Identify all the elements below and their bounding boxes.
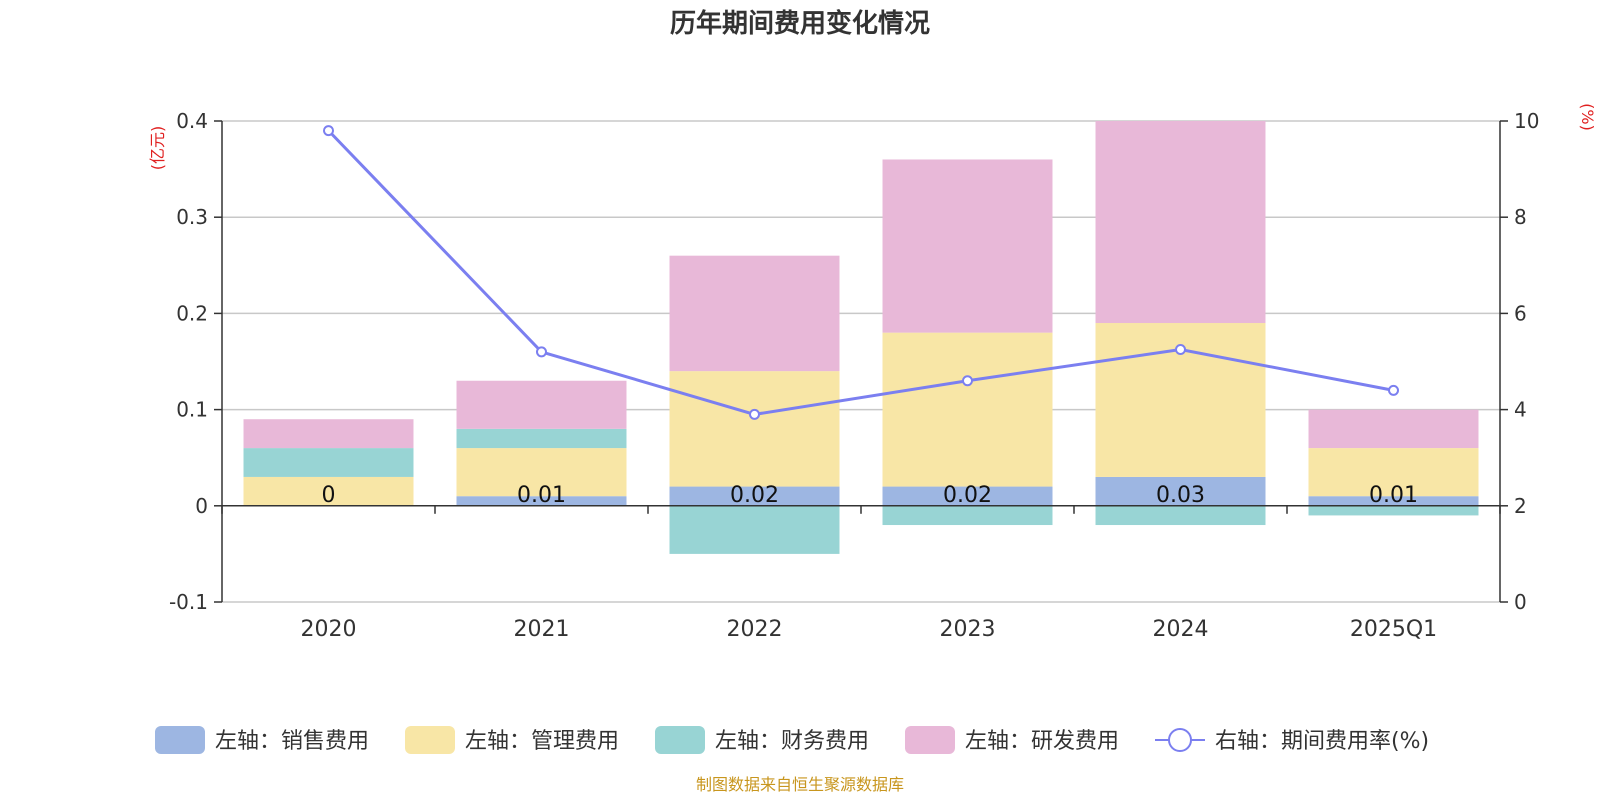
rate-point bbox=[1388, 384, 1399, 396]
sales-value-label: 0 bbox=[322, 483, 336, 508]
left-tick-label: 0.2 bbox=[176, 301, 208, 325]
legend-label: 右轴：期间费用率(%) bbox=[1215, 729, 1429, 754]
category-label: 2024 bbox=[1153, 617, 1209, 642]
bar-segment bbox=[1095, 505, 1266, 526]
legend-swatch bbox=[905, 726, 955, 754]
category-label: 2020 bbox=[301, 617, 357, 642]
legend-item[interactable]: 右轴：期间费用率(%) bbox=[1155, 728, 1429, 754]
bar-segment bbox=[456, 428, 627, 449]
right-tick-label: 0 bbox=[1514, 590, 1527, 614]
bar-segment bbox=[243, 476, 414, 506]
category-label: 2023 bbox=[940, 617, 996, 642]
gridlines bbox=[222, 120, 1500, 603]
legend-swatch bbox=[155, 726, 205, 754]
legend-item[interactable]: 左轴：财务费用 bbox=[655, 726, 869, 754]
legend-item[interactable]: 左轴：管理费用 bbox=[405, 726, 619, 754]
bar-segment bbox=[1095, 121, 1266, 324]
bar-segment bbox=[882, 332, 1053, 487]
bar-segment bbox=[1308, 505, 1479, 516]
category-label: 2021 bbox=[514, 617, 570, 642]
bar-segment bbox=[1308, 496, 1479, 506]
legend-label: 左轴：销售费用 bbox=[215, 729, 369, 754]
sales-value-label: 0.03 bbox=[1156, 483, 1205, 508]
legend-swatch bbox=[405, 726, 455, 754]
left-tick-label: 0.4 bbox=[176, 109, 208, 133]
category-label: 2025Q1 bbox=[1350, 617, 1437, 642]
legend-marker bbox=[1168, 728, 1192, 752]
bar-segment bbox=[1095, 476, 1266, 506]
legend-item[interactable]: 左轴：销售费用 bbox=[155, 726, 369, 754]
right-tick-label: 4 bbox=[1514, 398, 1527, 422]
bar-segment bbox=[669, 486, 840, 506]
rate-line-series bbox=[323, 125, 1399, 420]
sales-value-label: 0.01 bbox=[1369, 483, 1418, 508]
bar-segment bbox=[243, 419, 414, 449]
rate-point bbox=[1175, 343, 1186, 355]
legend-swatch bbox=[655, 726, 705, 754]
category-label: 2022 bbox=[727, 617, 783, 642]
bar-segment bbox=[669, 255, 840, 372]
rate-line bbox=[327, 129, 1394, 416]
legend: 左轴：销售费用 左轴：管理费用 左轴：财务费用 左轴：研发费用 右轴：期间费用率(%) bbox=[155, 726, 1429, 754]
bar-segment bbox=[669, 371, 840, 487]
bar-segment bbox=[456, 380, 627, 429]
rate-point bbox=[962, 375, 973, 387]
right-axis-unit: (%) bbox=[1578, 103, 1597, 131]
bar-segment bbox=[882, 505, 1053, 526]
left-axis-unit: (亿元) bbox=[148, 126, 167, 171]
legend-label: 左轴：财务费用 bbox=[715, 729, 869, 754]
sales-value-label: 0.01 bbox=[517, 483, 566, 508]
chart-title: 历年期间费用变化情况 bbox=[670, 8, 930, 39]
rate-point bbox=[323, 125, 334, 137]
bar-segment bbox=[1308, 409, 1479, 449]
sales-value-label: 0.02 bbox=[943, 483, 992, 508]
bar-segment bbox=[456, 448, 627, 497]
left-tick-label: 0.1 bbox=[176, 398, 208, 422]
bar-labels: 0 0.01 0.02 0.02 0.03 0.01 bbox=[322, 483, 1418, 508]
right-tick-label: 6 bbox=[1514, 301, 1527, 325]
rate-point bbox=[536, 346, 547, 358]
right-tick-label: 2 bbox=[1514, 494, 1527, 518]
right-tick-label: 10 bbox=[1514, 109, 1539, 133]
bar-segment bbox=[882, 159, 1053, 333]
bar-segment bbox=[456, 496, 627, 506]
legend-item[interactable]: 左轴：研发费用 bbox=[905, 726, 1119, 754]
bar-segment bbox=[1308, 448, 1479, 497]
left-tick-label: 0.3 bbox=[176, 205, 208, 229]
left-tick-label: 0 bbox=[195, 494, 208, 518]
left-tick-label: -0.1 bbox=[169, 590, 208, 614]
bar-segment bbox=[669, 505, 840, 554]
bar-segment bbox=[882, 486, 1053, 506]
legend-label: 左轴：研发费用 bbox=[965, 729, 1119, 754]
bar-series bbox=[243, 121, 1479, 554]
legend-label: 左轴：管理费用 bbox=[465, 729, 619, 754]
rate-point bbox=[749, 408, 760, 420]
right-tick-label: 8 bbox=[1514, 205, 1527, 229]
bar-segment bbox=[243, 448, 414, 477]
source-note: 制图数据来自恒生聚源数据库 bbox=[696, 775, 904, 794]
sales-value-label: 0.02 bbox=[730, 483, 779, 508]
